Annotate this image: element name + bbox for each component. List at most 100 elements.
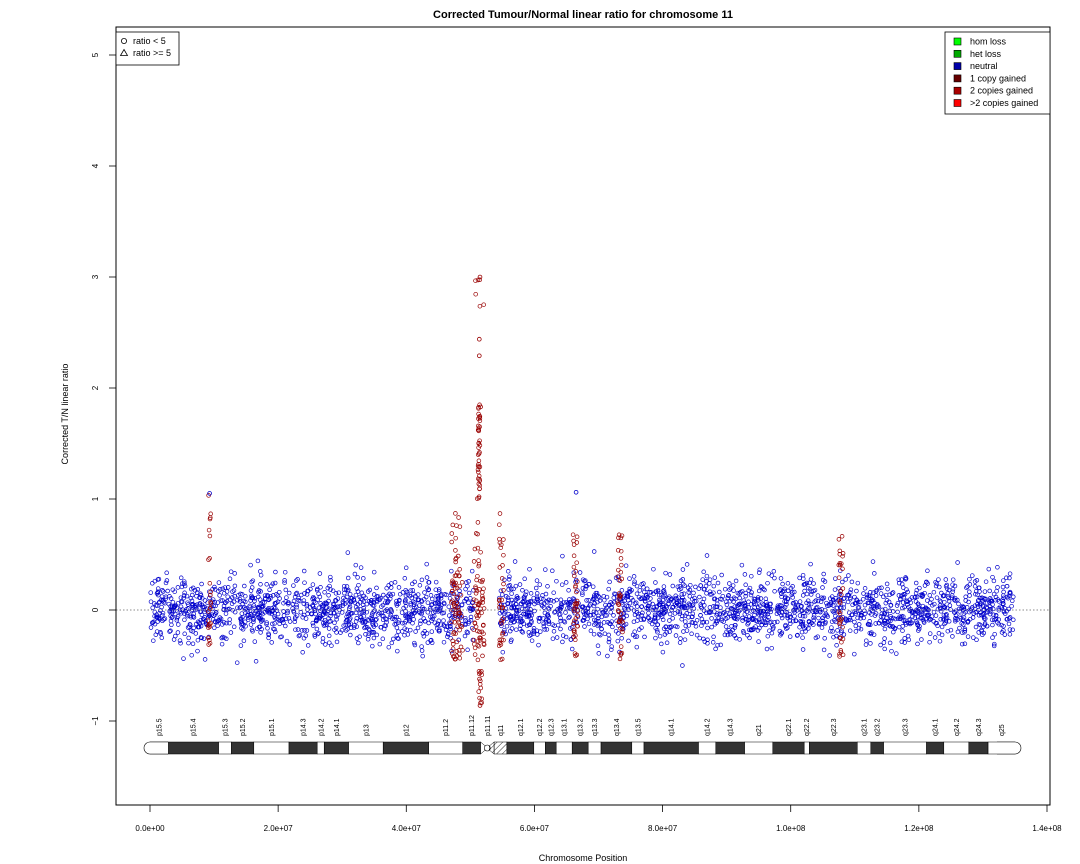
data-point-neutral xyxy=(402,576,408,581)
data-point-neutral xyxy=(640,610,645,616)
data-point-gain xyxy=(499,618,504,624)
data-point-gain xyxy=(473,278,478,283)
data-point-gain xyxy=(476,689,481,694)
data-point-neutral xyxy=(804,591,810,597)
data-point-neutral xyxy=(798,619,803,624)
data-point-neutral xyxy=(302,628,307,633)
color-legend-label: hom loss xyxy=(970,37,1007,47)
data-point-neutral xyxy=(157,610,162,616)
data-point-neutral xyxy=(737,595,742,601)
data-point-neutral xyxy=(380,636,386,642)
data-point-neutral xyxy=(446,604,452,609)
data-point-neutral xyxy=(1008,591,1013,596)
data-point-neutral xyxy=(268,593,273,599)
data-point-gain xyxy=(452,656,458,662)
data-point-neutral xyxy=(687,594,693,599)
data-point-neutral xyxy=(392,622,397,627)
data-point-neutral xyxy=(220,598,225,603)
data-point-neutral xyxy=(715,611,720,616)
data-point-neutral xyxy=(190,629,196,634)
data-point-neutral xyxy=(947,603,953,608)
data-point-neutral xyxy=(580,590,585,595)
data-point-neutral xyxy=(894,603,900,608)
data-point-neutral xyxy=(575,588,580,593)
data-point-neutral xyxy=(916,626,922,632)
data-point-neutral xyxy=(725,632,731,638)
data-point-neutral xyxy=(1007,627,1013,632)
ideogram-band xyxy=(348,741,384,755)
data-point-neutral xyxy=(882,636,887,641)
data-point-gain xyxy=(476,411,481,417)
data-point-neutral xyxy=(920,592,925,597)
data-point-neutral xyxy=(977,602,983,608)
data-point-gain xyxy=(206,557,211,562)
data-point-neutral xyxy=(711,583,717,589)
data-point-neutral xyxy=(160,610,166,616)
data-point-neutral xyxy=(294,578,299,583)
data-point-neutral xyxy=(545,613,551,618)
data-point-neutral xyxy=(770,626,776,632)
x-axis: 0.0e+00 2.0e+07 4.0e+07 6.0e+07 8.0e+07 1.0e+… xyxy=(135,804,1062,833)
data-point-neutral xyxy=(643,598,648,604)
data-point-neutral xyxy=(787,611,792,617)
data-point-neutral xyxy=(962,626,968,632)
data-point-neutral xyxy=(771,569,777,574)
data-point-gain xyxy=(475,520,481,525)
data-point-neutral xyxy=(1002,632,1008,637)
data-point-neutral xyxy=(727,581,732,586)
data-point-neutral xyxy=(653,619,659,624)
data-point-neutral xyxy=(513,608,519,613)
data-point-gain xyxy=(481,641,487,646)
data-point-neutral xyxy=(763,603,769,609)
data-point-gain xyxy=(837,611,843,616)
data-point-notable xyxy=(477,703,483,708)
data-point-neutral xyxy=(313,600,318,605)
data-point-neutral xyxy=(626,598,631,603)
data-point-neutral xyxy=(823,611,829,617)
data-point-neutral xyxy=(921,607,926,612)
ideogram-band-label: p11.12 xyxy=(469,715,476,736)
data-point-neutral xyxy=(508,620,513,626)
data-point-neutral xyxy=(790,590,795,595)
data-point-neutral xyxy=(212,587,218,592)
data-point-neutral xyxy=(983,579,989,584)
data-point-neutral xyxy=(634,610,640,615)
data-point-neutral xyxy=(417,583,423,588)
data-point-neutral xyxy=(674,604,679,609)
data-point-neutral xyxy=(756,570,762,575)
data-point-neutral xyxy=(418,621,423,626)
data-point-neutral xyxy=(377,641,383,647)
ideogram-band-label: p15.5 xyxy=(157,718,164,736)
data-point-neutral xyxy=(403,565,409,571)
data-point-neutral xyxy=(682,605,688,611)
data-point-neutral xyxy=(265,626,270,631)
data-point-neutral xyxy=(347,617,352,622)
data-point-gain xyxy=(573,602,579,608)
data-point-gain xyxy=(477,413,483,419)
data-point-neutral xyxy=(883,592,889,598)
ideogram-band xyxy=(428,741,463,755)
data-point-neutral xyxy=(463,615,468,621)
data-point-neutral xyxy=(725,595,731,601)
ideogram-band-label: p12 xyxy=(404,724,411,736)
data-point-gain xyxy=(472,645,478,651)
data-point-neutral xyxy=(678,636,683,641)
data-point-neutral xyxy=(283,599,288,604)
data-point-neutral xyxy=(559,602,565,608)
data-point-gain xyxy=(617,656,623,662)
data-point-neutral xyxy=(882,621,887,626)
data-point-neutral xyxy=(820,596,825,602)
data-point-neutral xyxy=(538,629,543,634)
data-point-neutral xyxy=(962,629,967,635)
data-point-neutral xyxy=(201,636,207,641)
data-point-neutral xyxy=(464,629,470,635)
data-point-neutral xyxy=(238,604,243,610)
data-point-gain xyxy=(476,558,481,563)
data-point-neutral xyxy=(286,600,291,605)
data-point-neutral xyxy=(363,619,368,624)
data-point-neutral xyxy=(281,613,287,618)
data-point-neutral xyxy=(738,590,743,595)
data-point-neutral xyxy=(953,598,958,603)
data-point-neutral xyxy=(438,622,444,627)
data-point-neutral xyxy=(722,586,728,592)
